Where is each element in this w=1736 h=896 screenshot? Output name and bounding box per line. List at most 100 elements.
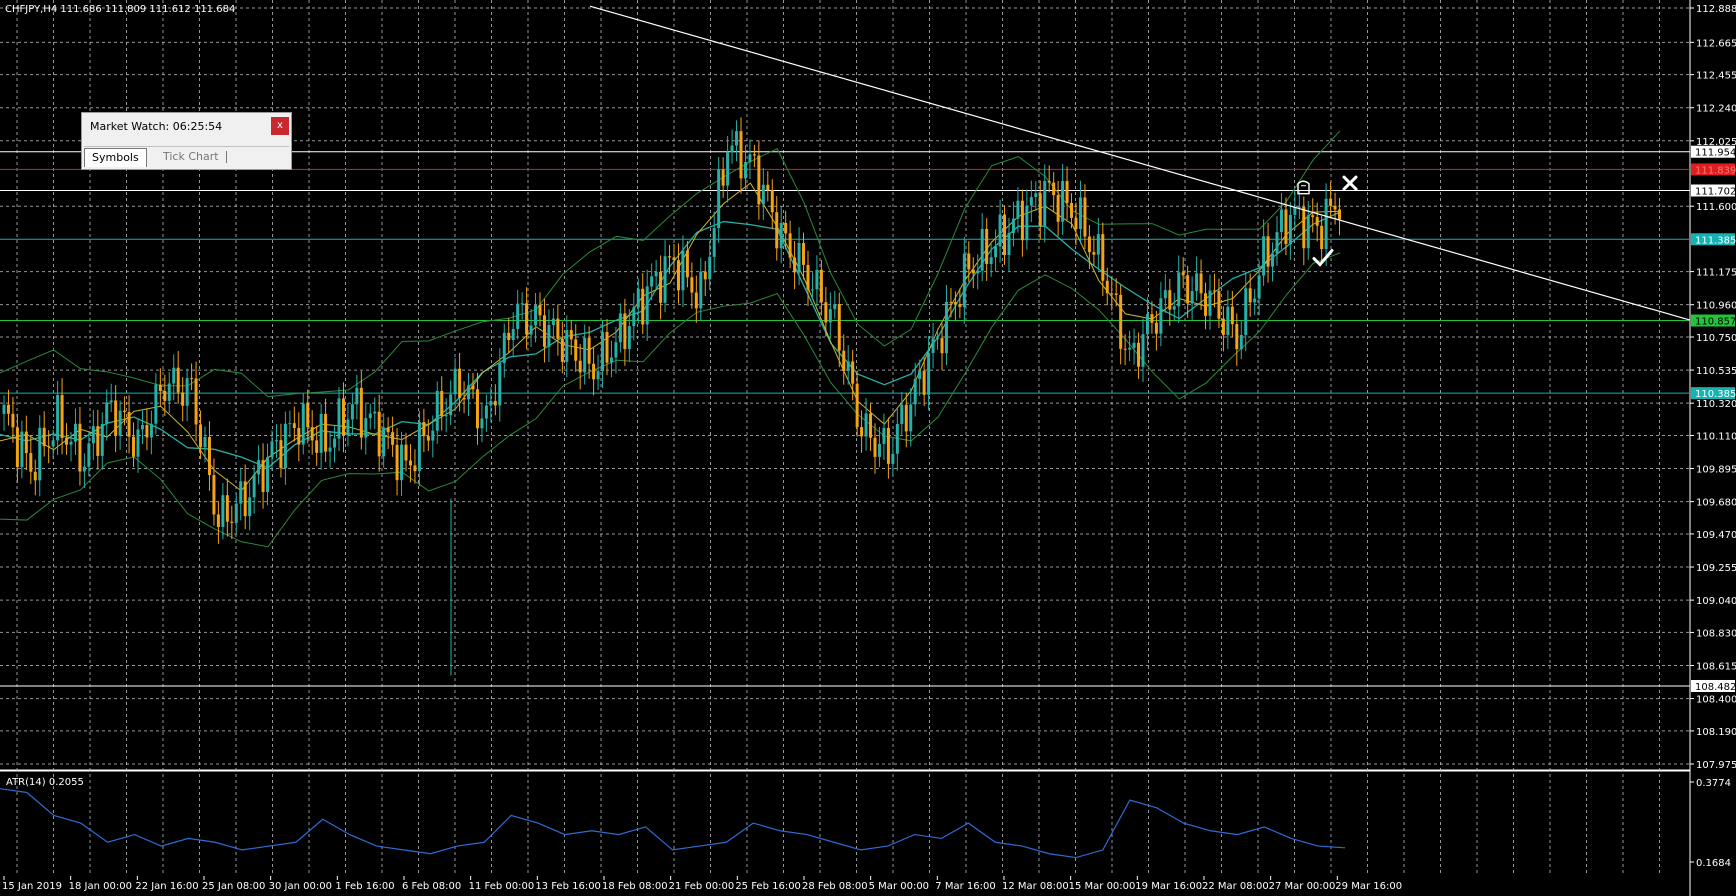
candle-body: [668, 256, 672, 258]
candle-body: [806, 264, 810, 290]
candle-body: [274, 440, 278, 442]
price-tick-label: 108.615: [1696, 662, 1736, 673]
candle-body: [243, 481, 247, 517]
time-tick-label: 15 Mar 00:00: [1069, 881, 1136, 892]
candle-body: [609, 357, 613, 363]
close-button[interactable]: x: [271, 117, 289, 135]
candle-body: [1212, 290, 1216, 292]
candle-body: [788, 233, 792, 258]
candle-body: [676, 260, 680, 291]
time-tick-label: 18 Feb 08:00: [602, 881, 668, 892]
market-watch-title: Market Watch: 06:25:54: [90, 120, 223, 133]
time-tick-label: 13 Feb 16:00: [535, 881, 601, 892]
price-tick-label: 110.535: [1696, 366, 1736, 377]
candle-body: [743, 162, 747, 179]
candle-body: [962, 253, 966, 308]
candle-body: [1070, 203, 1074, 218]
candle-body: [216, 514, 220, 527]
candle-body: [1092, 252, 1096, 255]
candle-body: [712, 228, 716, 257]
trendline: [589, 5, 1691, 321]
candle-body: [828, 309, 832, 323]
candle-body: [779, 222, 783, 249]
candle-body: [1056, 195, 1060, 222]
candle-body: [1320, 225, 1324, 249]
candle-body: [913, 378, 917, 405]
price-tick-label: 108.830: [1696, 628, 1736, 639]
tab-symbols[interactable]: Symbols: [84, 148, 147, 167]
candle-body: [337, 398, 341, 439]
candle-body: [1132, 342, 1136, 348]
candle-body: [1123, 348, 1127, 350]
candle-body: [810, 289, 814, 291]
candle-body: [1061, 181, 1065, 222]
candle-body: [601, 332, 605, 372]
candle-body: [770, 190, 774, 213]
candle-body: [69, 441, 73, 445]
price-level-badge: [1691, 145, 1735, 158]
candle-body: [105, 402, 109, 424]
time-tick-label: 7 Mar 16:00: [935, 881, 995, 892]
candle-body: [136, 429, 140, 457]
price-level-badge: [1691, 184, 1735, 197]
candle-body: [860, 427, 864, 437]
candle-body: [306, 403, 310, 428]
candle-body: [404, 444, 408, 461]
candle-body: [1226, 306, 1230, 335]
candle-body: [194, 378, 198, 425]
candle-body: [565, 330, 569, 362]
candle-body: [1186, 275, 1190, 304]
candle-body: [333, 438, 337, 448]
time-tick-label: 25 Jan 08:00: [202, 881, 265, 892]
candle-body: [690, 277, 694, 293]
time-tick-label: 6 Feb 08:00: [402, 881, 461, 892]
candle-body: [1016, 200, 1020, 219]
candle-body: [681, 250, 685, 291]
candle-body: [47, 445, 51, 447]
price-tick-label: 109.895: [1696, 465, 1736, 476]
candle-body: [909, 404, 913, 432]
candle-body: [350, 404, 354, 420]
candle-body: [802, 242, 806, 265]
candle-body: [578, 360, 582, 373]
candle-body: [484, 405, 488, 419]
candle-body: [1235, 324, 1239, 350]
candle-body: [73, 423, 77, 442]
candle-body: [355, 387, 359, 405]
candle-body: [172, 367, 176, 384]
candle-body: [976, 270, 980, 274]
candle-body: [761, 184, 765, 205]
candle-body: [1065, 181, 1069, 204]
candle-body: [359, 387, 363, 438]
price-tick-label: 109.470: [1696, 530, 1736, 541]
candle-body: [1333, 205, 1337, 210]
time-tick-label: 22 Mar 08:00: [1202, 881, 1269, 892]
candle-body: [895, 424, 899, 454]
price-level-label: 110.385: [1695, 389, 1736, 400]
price-level-badge: [1691, 387, 1735, 400]
market-watch-window[interactable]: Market Watch: 06:25:54 x Symbols Tick Ch…: [81, 112, 292, 170]
candle-body: [498, 363, 502, 406]
time-tick-label: 11 Feb 00:00: [469, 881, 535, 892]
candle-body: [1038, 193, 1042, 226]
candle-body: [726, 152, 730, 186]
candle-body: [38, 427, 42, 481]
candle-body: [230, 521, 234, 523]
candle-body: [29, 453, 33, 472]
candle-body: [1181, 272, 1185, 276]
candle-body: [953, 302, 957, 305]
candle-body: [542, 315, 546, 347]
candle-body: [261, 460, 265, 492]
candle-body: [739, 131, 743, 179]
candle-body: [1168, 290, 1172, 310]
candle-body: [980, 228, 984, 271]
tab-tick-chart[interactable]: Tick Chart: [163, 150, 219, 163]
candle-body: [1311, 215, 1315, 218]
candle-body: [842, 350, 846, 371]
candle-body: [60, 395, 64, 438]
candle-body: [819, 269, 823, 303]
candle-body: [386, 427, 390, 433]
candle-body: [793, 257, 797, 273]
candle-body: [440, 390, 444, 417]
